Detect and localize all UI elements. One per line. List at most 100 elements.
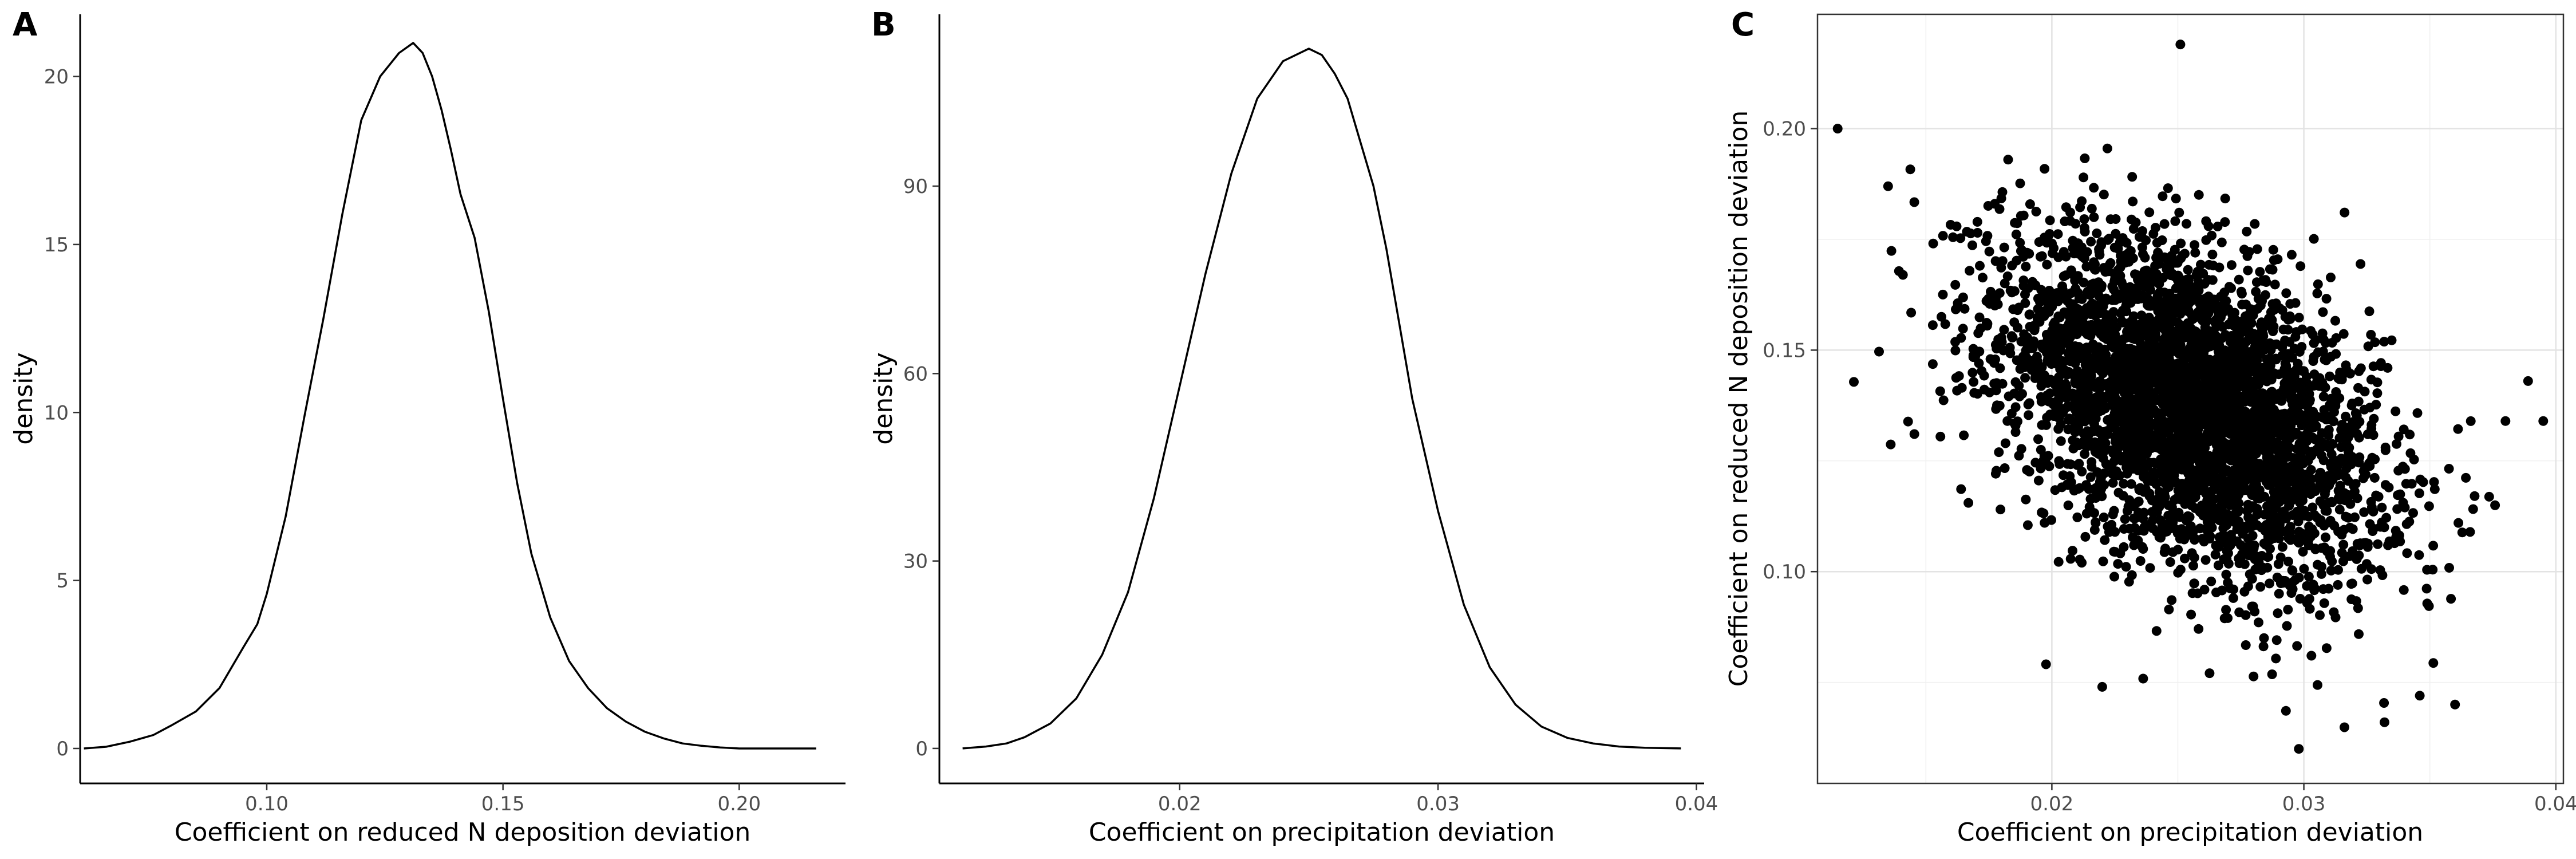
scatter-point (2365, 519, 2375, 529)
scatter-point (2041, 420, 2051, 430)
scatter-point (2267, 509, 2278, 519)
scatter-point (2191, 287, 2202, 298)
scatter-point (2341, 411, 2351, 421)
scatter-point (2202, 387, 2212, 397)
scatter-point (2238, 395, 2248, 405)
scatter-point (2080, 153, 2090, 163)
scatter-point (2331, 333, 2341, 343)
scatter-point (2278, 526, 2288, 537)
scatter-point (1967, 368, 1978, 378)
scatter-point (2251, 286, 2261, 297)
scatter-point (2186, 609, 2196, 620)
scatter-point (2104, 327, 2114, 337)
scatter-point (2470, 491, 2480, 501)
scatter-point (2194, 399, 2204, 409)
scatter-point (2182, 464, 2191, 474)
scatter-point (1940, 319, 1950, 329)
scatter-point (2186, 339, 2196, 349)
scatter-point (2024, 249, 2034, 259)
y-tick-label: 0 (915, 738, 928, 761)
scatter-point (2159, 252, 2170, 262)
scatter-point (2326, 497, 2337, 507)
scatter-point (2126, 479, 2136, 489)
scatter-point (2225, 583, 2235, 593)
scatter-point (2127, 172, 2138, 182)
scatter-point (1927, 320, 1938, 330)
scatter-point (2444, 464, 2454, 474)
scatter-point (2089, 212, 2099, 222)
scatter-point (2279, 423, 2289, 433)
scatter-point (2200, 555, 2211, 565)
scatter-point (2196, 259, 2206, 270)
scatter-point (2187, 588, 2198, 598)
scatter-point (2326, 415, 2336, 425)
scatter-point (2164, 289, 2175, 299)
scatter-point (2171, 194, 2181, 204)
scatter-point (2084, 353, 2095, 363)
scatter-point (2143, 327, 2153, 337)
scatter-point (2224, 448, 2234, 459)
x-tick-label: 0.02 (1158, 793, 1202, 815)
scatter-point (2313, 347, 2323, 357)
scatter-point (2041, 659, 2051, 669)
scatter-point (2242, 362, 2253, 372)
scatter-point (2247, 490, 2257, 500)
scatter-point (1832, 124, 1843, 134)
scatter-point (2116, 234, 2126, 244)
scatter-point (1995, 363, 2005, 373)
scatter-point (2054, 412, 2064, 423)
scatter-point (2081, 442, 2092, 452)
scatter-point (1905, 164, 1915, 175)
scatter-point (2110, 547, 2120, 557)
scatter-point (2139, 316, 2149, 326)
panel-a-y-axis-title: density (9, 352, 38, 444)
scatter-point (1959, 304, 1970, 314)
scatter-point (2267, 669, 2277, 679)
scatter-point (2068, 546, 2077, 556)
scatter-point (2333, 580, 2343, 590)
scatter-point (2082, 305, 2092, 316)
scatter-point (2016, 444, 2026, 454)
scatter-point (1999, 242, 2009, 253)
scatter-point (2118, 334, 2128, 345)
scatter-point (2237, 549, 2247, 559)
scatter-point (2258, 641, 2269, 652)
panel-a: A 0.10 0.15 0.20 0 5 10 15 20 Coefficient on r… (9, 6, 846, 847)
scatter-point (2286, 371, 2296, 381)
scatter-point (2428, 565, 2438, 575)
scatter-point (2171, 494, 2182, 504)
scatter-point (2184, 286, 2194, 297)
scatter-point (2139, 281, 2150, 291)
scatter-point (1948, 232, 1958, 242)
y-tick-label: 90 (903, 175, 928, 198)
scatter-point (2157, 521, 2167, 531)
scatter-point (2346, 579, 2356, 589)
scatter-point (2127, 570, 2137, 580)
scatter-point (2361, 470, 2371, 480)
y-tick-label: 0 (56, 738, 69, 761)
scatter-point (2280, 358, 2290, 369)
scatter-point (2183, 300, 2194, 310)
scatter-point (2212, 403, 2222, 413)
scatter-point (2402, 548, 2412, 558)
scatter-point (2287, 487, 2297, 497)
scatter-point (2086, 237, 2096, 247)
scatter-point (2271, 475, 2281, 485)
scatter-point (2223, 548, 2233, 558)
scatter-point (2198, 442, 2208, 452)
scatter-point (2304, 572, 2314, 582)
scatter-point (2170, 216, 2180, 226)
scatter-point (2059, 271, 2069, 281)
scatter-point (1958, 324, 1968, 334)
scatter-point (2229, 387, 2239, 397)
scatter-point (2326, 393, 2336, 404)
scatter-point (2387, 335, 2397, 345)
scatter-point (2168, 366, 2178, 376)
scatter-point (1985, 354, 1996, 364)
scatter-point (2114, 404, 2124, 415)
scatter-point (2353, 603, 2363, 613)
scatter-point (2107, 281, 2117, 291)
scatter-point (2010, 402, 2021, 412)
scatter-point (2324, 425, 2334, 435)
scatter-point (2268, 326, 2278, 336)
